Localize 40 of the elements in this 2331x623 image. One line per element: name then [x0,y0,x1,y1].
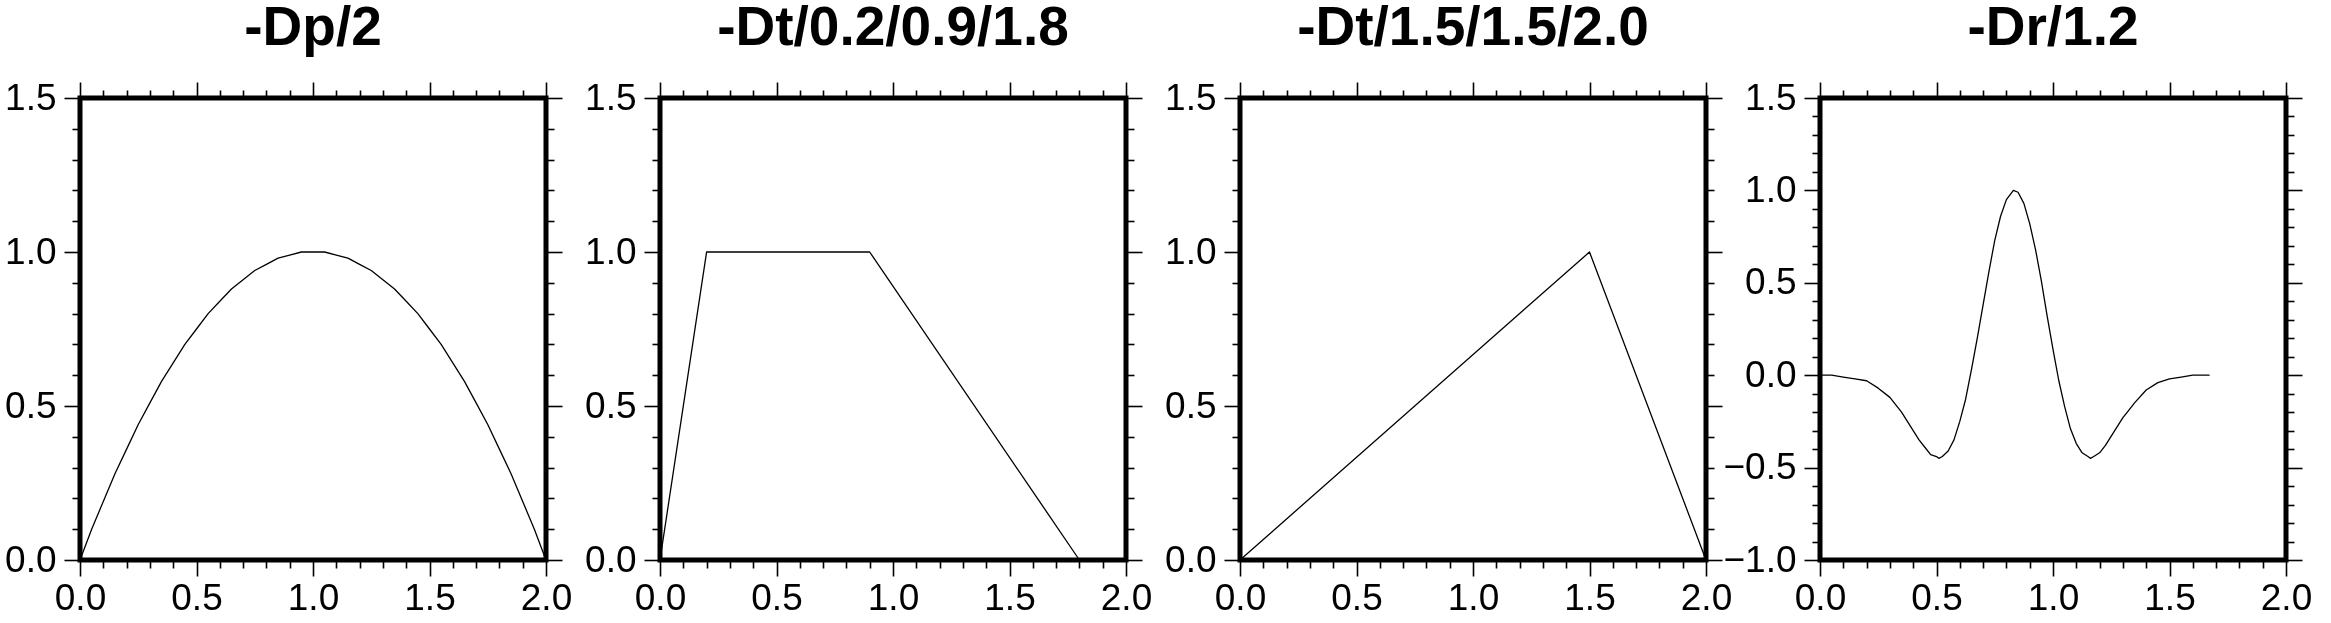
x-tick-label: 1.5 [2144,576,2196,618]
x-tick-label: 1.0 [867,576,920,618]
y-tick-label: 0.5 [1165,384,1217,426]
x-tick-label: 1.0 [287,576,340,618]
x-tick-label: 0.5 [751,576,803,618]
x-tick-label: 0.0 [54,576,107,618]
x-tick-label: 1.5 [1564,576,1616,618]
chart-title: -Dr/1.2 [1967,0,2139,57]
y-tick-label: 0.5 [5,384,57,426]
x-tick-label: 0.5 [1911,576,1963,618]
y-tick-label: 1.5 [1745,76,1797,118]
y-tick-label: 1.5 [5,76,57,118]
chart-title: -Dp/2 [244,0,382,57]
chart-title: -Dt/1.5/1.5/2.0 [1297,0,1649,57]
x-tick-label: 1.0 [1447,576,1500,618]
x-tick-label: 2.0 [520,576,573,618]
y-tick-label: 1.5 [1165,76,1217,118]
x-tick-label: 0.0 [634,576,687,618]
x-tick-label: 1.5 [404,576,456,618]
y-tick-label: 1.0 [585,230,637,272]
y-tick-label: 1.0 [5,230,57,272]
x-tick-label: 2.0 [2260,576,2313,618]
y-tick-label: 0.5 [1745,261,1797,303]
y-tick-label: −0.5 [1723,446,1797,488]
y-tick-label: 0.0 [1745,353,1797,395]
y-tick-label: 0.0 [1165,538,1217,580]
y-tick-label: 1.0 [1165,230,1217,272]
x-tick-label: 2.0 [1100,576,1153,618]
y-tick-label: 1.5 [585,76,637,118]
y-tick-label: 0.0 [5,538,57,580]
y-tick-label: 1.0 [1745,168,1797,210]
x-tick-label: 0.5 [1331,576,1383,618]
x-tick-label: 0.0 [1214,576,1267,618]
x-tick-label: 0.5 [171,576,223,618]
y-tick-label: 0.5 [585,384,637,426]
chart-title: -Dt/0.2/0.9/1.8 [717,0,1069,57]
y-tick-label: 0.0 [585,538,637,580]
x-tick-label: 0.0 [1794,576,1847,618]
x-tick-label: 1.5 [984,576,1036,618]
x-tick-label: 1.0 [2027,576,2080,618]
